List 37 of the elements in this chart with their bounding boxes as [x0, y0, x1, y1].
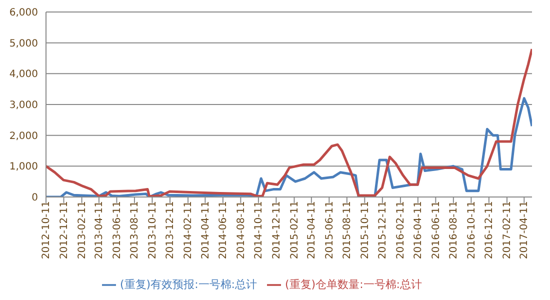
x-tick-label: 2016-04-11 [413, 201, 424, 260]
x-tick-label: 2017-04-11 [519, 201, 530, 260]
x-tick-label: 2012-10-11 [41, 201, 52, 260]
y-tick-label: 6,000 [9, 8, 38, 19]
x-tick-label: 2013-08-11 [130, 201, 141, 260]
x-tick-label: 2012-12-11 [58, 201, 70, 260]
x-tick-label: 2014-08-11 [236, 201, 247, 260]
x-tick-label: 2016-10-11 [466, 201, 478, 260]
x-tick-label: 2014-12-11 [271, 201, 282, 260]
x-tick-label: 2013-02-11 [76, 201, 88, 260]
x-tick-label: 2016-02-11 [396, 201, 407, 260]
x-tick-label: 2014-06-11 [218, 201, 230, 260]
x-tick-label: 2014-04-11 [200, 201, 212, 260]
x-tick-label: 2013-04-11 [94, 201, 106, 260]
y-tick-label: 0 [32, 192, 38, 204]
x-tick-label: 2015-10-11 [360, 201, 371, 260]
x-tick-label: 2015-02-11 [289, 201, 300, 260]
x-tick-label: 2014-02-11 [183, 201, 194, 260]
x-tick-label: 2013-10-11 [147, 201, 158, 260]
x-tick-label: 2017-02-11 [502, 201, 514, 260]
x-tick-label: 2015-12-11 [378, 201, 389, 260]
y-tick-label: 5,000 [9, 38, 38, 50]
x-tick-label: 2014-10-11 [254, 201, 265, 260]
y-tick-label: 4,000 [9, 69, 38, 80]
x-tick-label: 2016-06-11 [430, 201, 442, 260]
x-tick-label: 2016-08-11 [448, 201, 460, 260]
y-tick-label: 2,000 [9, 130, 38, 142]
x-tick-label: 2015-06-11 [324, 201, 336, 260]
x-tick-label: 2015-08-11 [342, 201, 354, 260]
x-tick-label: 2013-06-11 [112, 201, 123, 260]
legend-label: (重复)有效预报:一号棉:总计 [120, 278, 257, 291]
y-tick-label: 3,000 [9, 100, 38, 112]
x-tick-label: 2013-12-11 [165, 201, 176, 260]
x-tick-label: 2015-04-11 [306, 201, 318, 260]
x-tick-label: 2016-12-11 [484, 201, 496, 260]
y-tick-label: 1,000 [9, 162, 38, 173]
legend-label: (重复)仓单数量:一号棉:总计 [285, 278, 422, 291]
